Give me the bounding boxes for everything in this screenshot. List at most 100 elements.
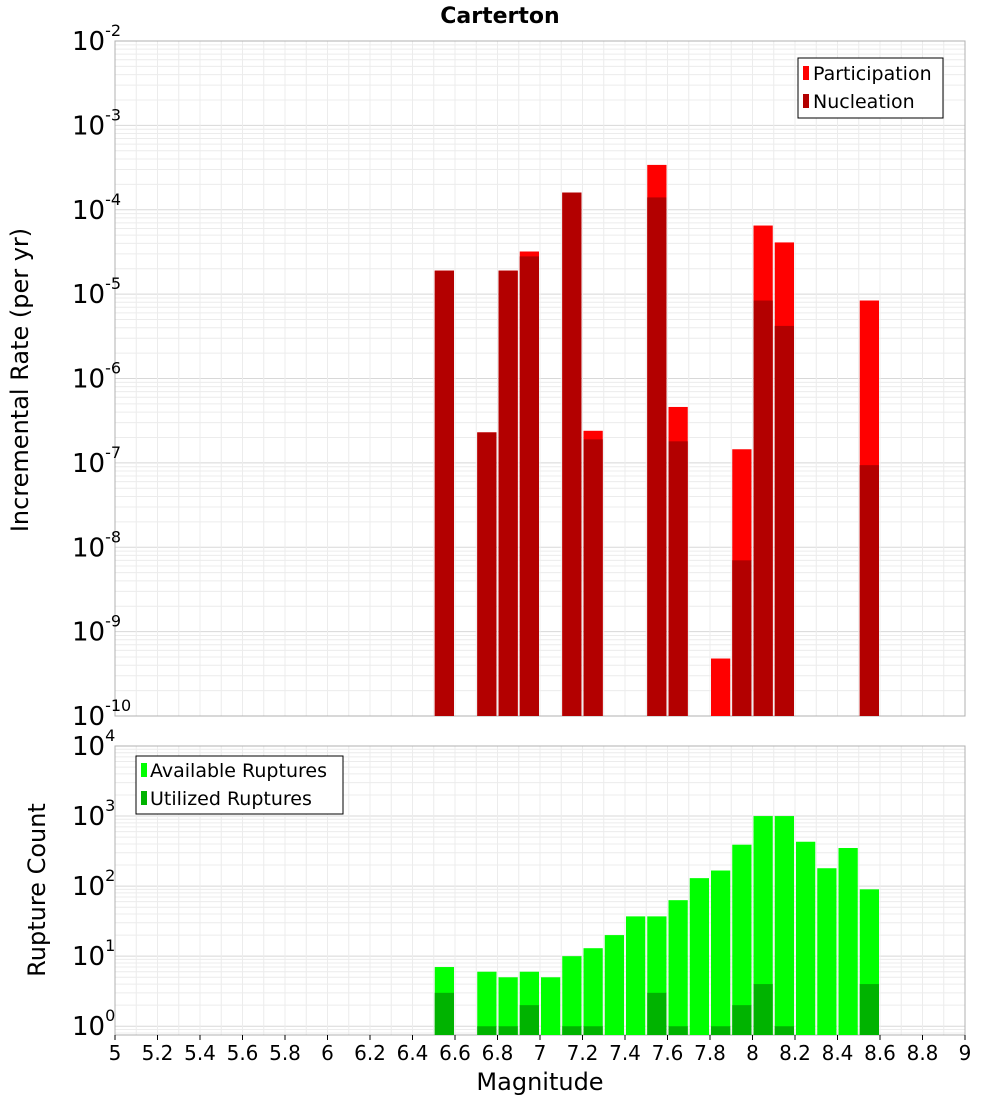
bottom-bar-available-ruptures-8.35: [817, 868, 837, 1035]
top-y-ticks: 10-10 10-9 10-8 10-7 10-6 10-5 10-4 10-3 10-2: [72, 21, 131, 732]
bottom-bar-utilized-ruptures-7.95: [732, 1005, 752, 1035]
x-tick-label: 6.6: [439, 1041, 471, 1065]
top-bar-nucleation-6.85: [498, 270, 518, 716]
legend-label-nucleation: Nucleation: [813, 91, 915, 113]
top-plot-grid: [114, 40, 966, 717]
legend-swatch-nucleation: [803, 94, 809, 108]
x-tick-label: 8.6: [864, 1041, 896, 1065]
top-plot-frame: [114, 40, 966, 717]
bottom-bar-utilized-ruptures-6.85: [498, 1026, 518, 1035]
top-legend: Participation Nucleation: [797, 57, 944, 119]
bottom-bar-available-ruptures-7.95: [732, 844, 752, 1035]
y-tick-label: 10-5: [72, 274, 121, 310]
bottom-bar-available-ruptures-7.25: [583, 948, 603, 1035]
x-tick-label: 6: [321, 1041, 334, 1065]
bottom-bar-utilized-ruptures-8.15: [774, 1026, 794, 1035]
y-tick-label: 10-9: [72, 612, 121, 648]
bottom-bar-utilized-ruptures-7.15: [562, 1026, 582, 1035]
legend-swatch-available-ruptures: [141, 763, 147, 777]
bottom-bar-available-ruptures-6.75: [477, 971, 497, 1035]
x-ticks: 5 5.2 5.4 5.6 5.8 6 6.2 6.4 6.6 6.8 7 7.2 7.4 7.6 7.8 8…: [109, 1035, 972, 1065]
bottom-bar-available-ruptures-7.05: [541, 977, 561, 1035]
x-tick-label: 7: [534, 1041, 547, 1065]
x-tick-label: 7.4: [609, 1041, 641, 1065]
x-tick-label: 5.8: [269, 1041, 301, 1065]
bottom-bar-utilized-ruptures-7.85: [711, 1026, 731, 1035]
top-plot-bars: [434, 164, 879, 717]
bottom-bar-available-ruptures-7.35: [604, 935, 624, 1035]
legend-swatch-utilized-ruptures: [141, 791, 147, 805]
y-tick-label: 102: [72, 866, 115, 902]
top-bar-nucleation-6.95: [519, 256, 539, 716]
top-y-axis-label: Incremental Rate (per yr): [6, 228, 34, 532]
bottom-bar-utilized-ruptures-7.55: [647, 992, 667, 1035]
top-bar-nucleation-8.05: [753, 300, 773, 716]
x-axis-label: Magnitude: [476, 1068, 603, 1096]
top-bar-nucleation-6.55: [434, 270, 454, 716]
y-tick-label: 10-2: [72, 21, 121, 57]
y-tick-label: 104: [72, 726, 115, 762]
x-tick-label: 9: [959, 1041, 972, 1065]
x-tick-label: 5.2: [142, 1041, 174, 1065]
top-bar-nucleation-7.55: [647, 197, 667, 717]
x-tick-label: 8.8: [907, 1041, 939, 1065]
bottom-bar-utilized-ruptures-8.05: [753, 984, 773, 1035]
top-bar-nucleation-8.55: [859, 465, 879, 716]
x-tick-label: 5.6: [227, 1041, 259, 1065]
bottom-bar-available-ruptures-8.15: [774, 816, 794, 1035]
y-tick-label: 10-10: [72, 696, 131, 732]
legend-swatch-participation: [803, 66, 809, 80]
bottom-plot-bars: [434, 816, 879, 1035]
bottom-bar-available-ruptures-7.65: [668, 900, 688, 1035]
x-tick-label: 8.4: [822, 1041, 854, 1065]
bottom-y-ticks: 100 101 102 103 104: [72, 726, 115, 1042]
bottom-bar-available-ruptures-7.85: [711, 870, 731, 1035]
bottom-bar-utilized-ruptures-7.25: [583, 1026, 603, 1035]
chart-title: Carterton: [440, 4, 559, 29]
bottom-bar-available-ruptures-7.75: [689, 878, 709, 1035]
bottom-bar-available-ruptures-7.45: [626, 916, 646, 1035]
bottom-bar-available-ruptures-8.25: [796, 841, 816, 1035]
x-tick-label: 6.4: [397, 1041, 429, 1065]
top-legend-box: [797, 57, 944, 119]
bottom-bar-utilized-ruptures-7.65: [668, 1026, 688, 1035]
bottom-bar-available-ruptures-6.85: [498, 977, 518, 1035]
bottom-legend: Available Ruptures Utilized Ruptures: [135, 755, 344, 815]
top-bar-participation-7.85: [711, 658, 731, 716]
top-bar-nucleation-8.15: [774, 325, 794, 716]
y-tick-label: 10-6: [72, 359, 121, 395]
bottom-bar-utilized-ruptures-6.75: [477, 1026, 497, 1035]
top-bar-nucleation-7.95: [732, 560, 752, 716]
x-tick-label: 7.2: [567, 1041, 599, 1065]
x-tick-label: 5: [109, 1041, 122, 1065]
top-bar-nucleation-7.15: [562, 192, 582, 717]
y-tick-label: 103: [72, 796, 115, 832]
y-tick-label: 10-7: [72, 443, 121, 479]
bottom-bar-available-ruptures-8.05: [753, 816, 773, 1035]
y-tick-label: 10-3: [72, 105, 121, 141]
top-bar-nucleation-7.65: [668, 441, 688, 716]
top-bar-nucleation-6.75: [477, 432, 497, 716]
x-tick-label: 7.6: [652, 1041, 684, 1065]
x-tick-label: 7.8: [694, 1041, 726, 1065]
legend-label-available-ruptures: Available Ruptures: [150, 760, 327, 782]
bottom-bar-utilized-ruptures-6.55: [434, 992, 454, 1035]
x-tick-label: 5.4: [184, 1041, 216, 1065]
bottom-y-axis-label: Rupture Count: [23, 803, 51, 977]
y-tick-label: 10-8: [72, 527, 121, 563]
bottom-bar-utilized-ruptures-8.55: [859, 984, 879, 1035]
legend-label-participation: Participation: [813, 63, 932, 85]
x-tick-label: 8.2: [779, 1041, 811, 1065]
legend-label-utilized-ruptures: Utilized Ruptures: [150, 788, 312, 810]
bottom-bar-available-ruptures-7.15: [562, 956, 582, 1035]
bottom-bar-available-ruptures-8.45: [838, 848, 858, 1035]
y-tick-label: 100: [72, 1006, 115, 1042]
bottom-legend-box: [135, 755, 344, 815]
bottom-bar-utilized-ruptures-6.95: [519, 1005, 539, 1035]
y-tick-label: 101: [72, 936, 115, 972]
x-tick-label: 6.2: [354, 1041, 386, 1065]
y-tick-label: 10-4: [72, 190, 121, 226]
x-tick-label: 6.8: [482, 1041, 514, 1065]
top-bar-nucleation-7.25: [583, 439, 603, 716]
